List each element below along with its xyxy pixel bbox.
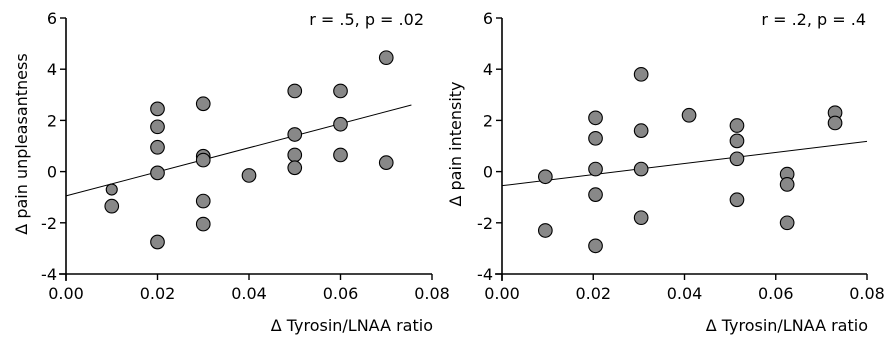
data-point: [195, 96, 211, 112]
data-point: [588, 110, 603, 126]
y-tick-label: -4: [477, 265, 493, 284]
y-axis-title: Δ pain unpleasantness: [12, 53, 31, 234]
chart-panel-unpleasantness: Δ pain unpleasantness Δ Tyrosin/LNAA rat…: [12, 9, 450, 335]
data-point: [729, 192, 745, 208]
y-tick-label: -2: [41, 214, 57, 233]
x-tick-label: 0.08: [414, 284, 450, 303]
data-point: [150, 165, 165, 181]
x-tick-label: 0.02: [575, 284, 611, 303]
data-point: [287, 127, 303, 142]
correlation-annotation: r = .5, p = .02: [309, 10, 424, 29]
data-point: [633, 66, 649, 82]
y-tick-label: 2: [483, 111, 493, 130]
data-point: [633, 161, 649, 177]
x-tick-label: 0.04: [667, 284, 703, 303]
y-tick-label: -4: [41, 265, 57, 284]
data-point: [333, 116, 348, 132]
x-tick-label: 0.02: [140, 284, 176, 303]
data-point: [287, 83, 303, 99]
y-tick-label: 0: [47, 163, 57, 182]
data-point: [779, 215, 795, 231]
data-point: [729, 151, 745, 167]
data-point: [588, 130, 603, 146]
data-point: [105, 183, 118, 196]
x-axis-title: Δ Tyrosin/LNAA ratio: [271, 316, 433, 335]
data-point: [779, 177, 795, 192]
data-point: [150, 119, 165, 135]
chart-panel-intensity: Δ pain intensity Δ Tyrosin/LNAA ratio r …: [446, 9, 885, 335]
x-tick-label: 0.06: [323, 284, 359, 303]
regression-line: [65, 104, 412, 197]
y-tick-label: 0: [483, 163, 493, 182]
x-tick-label: 0.06: [758, 284, 794, 303]
x-tick-label: 0.04: [231, 284, 267, 303]
y-tick-label: 2: [47, 111, 57, 130]
data-point: [287, 147, 303, 163]
data-point: [633, 210, 649, 226]
data-point: [333, 147, 348, 163]
correlation-annotation: r = .2, p = .4: [761, 10, 866, 29]
x-tick-label: 0.08: [849, 284, 885, 303]
data-point: [195, 193, 211, 209]
data-point: [588, 187, 603, 202]
y-tick-label: 4: [47, 60, 57, 79]
data-point: [729, 133, 745, 149]
data-point: [378, 155, 394, 170]
data-point: [729, 118, 745, 133]
data-point: [241, 168, 257, 183]
y-tick-label: 6: [483, 9, 493, 28]
data-point: [150, 139, 165, 155]
data-point: [104, 198, 120, 214]
data-point: [633, 123, 649, 138]
y-axis-title: Δ pain intensity: [446, 81, 465, 206]
data-point: [150, 234, 165, 250]
data-point: [827, 115, 843, 131]
data-point: [588, 161, 603, 177]
regression-line: [501, 140, 868, 187]
data-point: [588, 238, 603, 254]
data-point: [378, 50, 394, 66]
data-point: [195, 152, 211, 168]
data-point: [150, 101, 165, 117]
y-tick-label: 6: [47, 9, 57, 28]
x-tick-label: 0.00: [48, 284, 84, 303]
y-tick-label: 4: [483, 60, 493, 79]
x-tick-label: 0.00: [484, 284, 520, 303]
data-point: [537, 169, 553, 185]
y-tick-label: -2: [477, 214, 493, 233]
x-axis-title: Δ Tyrosin/LNAA ratio: [706, 316, 868, 335]
data-point: [537, 223, 553, 238]
data-point: [195, 216, 211, 232]
data-point: [333, 83, 348, 99]
data-point: [681, 107, 697, 123]
data-point: [287, 160, 303, 176]
